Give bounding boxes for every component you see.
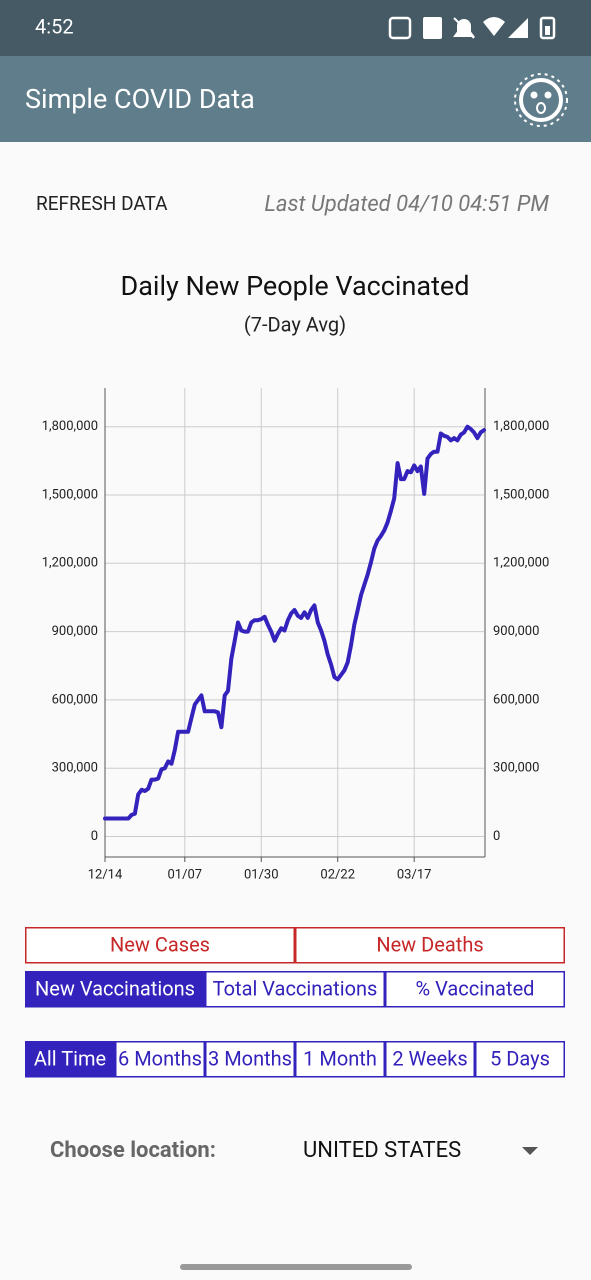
tab-button[interactable] [25, 927, 295, 964]
tab-button[interactable] [25, 971, 205, 1008]
tab-button-label[interactable]: Total Vaccinations [213, 976, 378, 1000]
status-icons [388, 16, 556, 40]
tab-button-label[interactable]: 6 Months [118, 1046, 202, 1070]
x-tick-label: 01/07 [167, 867, 202, 882]
y2-tick-label: 1,800,000 [493, 419, 549, 434]
tab-button-label[interactable]: 3 Months [208, 1046, 292, 1070]
y-tick-label: 1,800,000 [42, 419, 98, 434]
y2-tick-label: 1,500,000 [493, 487, 549, 502]
y-tick-label: 900,000 [52, 624, 98, 639]
refresh-button[interactable]: REFRESH DATA [36, 192, 168, 215]
y-tick-label: 0 [91, 829, 98, 844]
y-tick-label: 1,500,000 [42, 487, 98, 502]
nav-handle [180, 1264, 412, 1270]
tab-button[interactable] [205, 971, 385, 1008]
tab-button[interactable] [295, 1041, 385, 1078]
clock: 4:52 [35, 14, 74, 38]
y2-tick-label: 600,000 [493, 692, 539, 707]
tab-button-label[interactable]: New Cases [110, 932, 210, 956]
tab-button-label[interactable]: All Time [34, 1046, 106, 1070]
status-bar [0, 0, 591, 56]
y-tick-label: 600,000 [52, 692, 98, 707]
location-value[interactable]: UNITED STATES [303, 1138, 461, 1163]
y2-tick-label: 300,000 [493, 761, 539, 776]
x-tick-label: 12/14 [88, 867, 123, 882]
tab-button[interactable] [385, 971, 565, 1008]
x-tick-label: 03/17 [397, 867, 432, 882]
y2-tick-label: 900,000 [493, 624, 539, 639]
tab-button[interactable] [25, 1041, 115, 1078]
tab-button-label[interactable]: 2 Weeks [392, 1046, 467, 1070]
tab-button[interactable] [385, 1041, 475, 1078]
y-tick-label: 1,200,000 [42, 556, 98, 571]
app-title: Simple COVID Data [25, 83, 255, 115]
y2-tick-label: 0 [493, 829, 500, 844]
tab-button[interactable] [115, 1041, 205, 1078]
tab-button-label[interactable]: 1 Month [303, 1046, 377, 1070]
tab-button[interactable] [475, 1041, 565, 1078]
location-label: Choose location: [50, 1138, 216, 1163]
tab-button[interactable] [205, 1041, 295, 1078]
tab-button-label[interactable]: New Deaths [376, 932, 483, 956]
x-tick-label: 01/30 [244, 867, 279, 882]
y-tick-label: 300,000 [52, 761, 98, 776]
data-line [103, 424, 486, 821]
tab-button-label[interactable]: 5 Days [490, 1046, 550, 1070]
dropdown-arrow[interactable] [522, 1147, 538, 1155]
chart-title: Daily New People Vaccinated [121, 270, 470, 302]
app-icon [514, 73, 568, 127]
chart-subtitle: (7-Day Avg) [244, 312, 346, 336]
tab-button-label[interactable]: % Vaccinated [416, 976, 535, 1000]
app-bar [0, 56, 591, 142]
y2-tick-label: 1,200,000 [493, 556, 549, 571]
tab-button[interactable] [295, 927, 565, 964]
last-updated: Last Updated 04/10 04:51 PM [264, 192, 549, 217]
x-tick-label: 02/22 [320, 867, 355, 882]
tab-button-label[interactable]: New Vaccinations [35, 976, 195, 1000]
